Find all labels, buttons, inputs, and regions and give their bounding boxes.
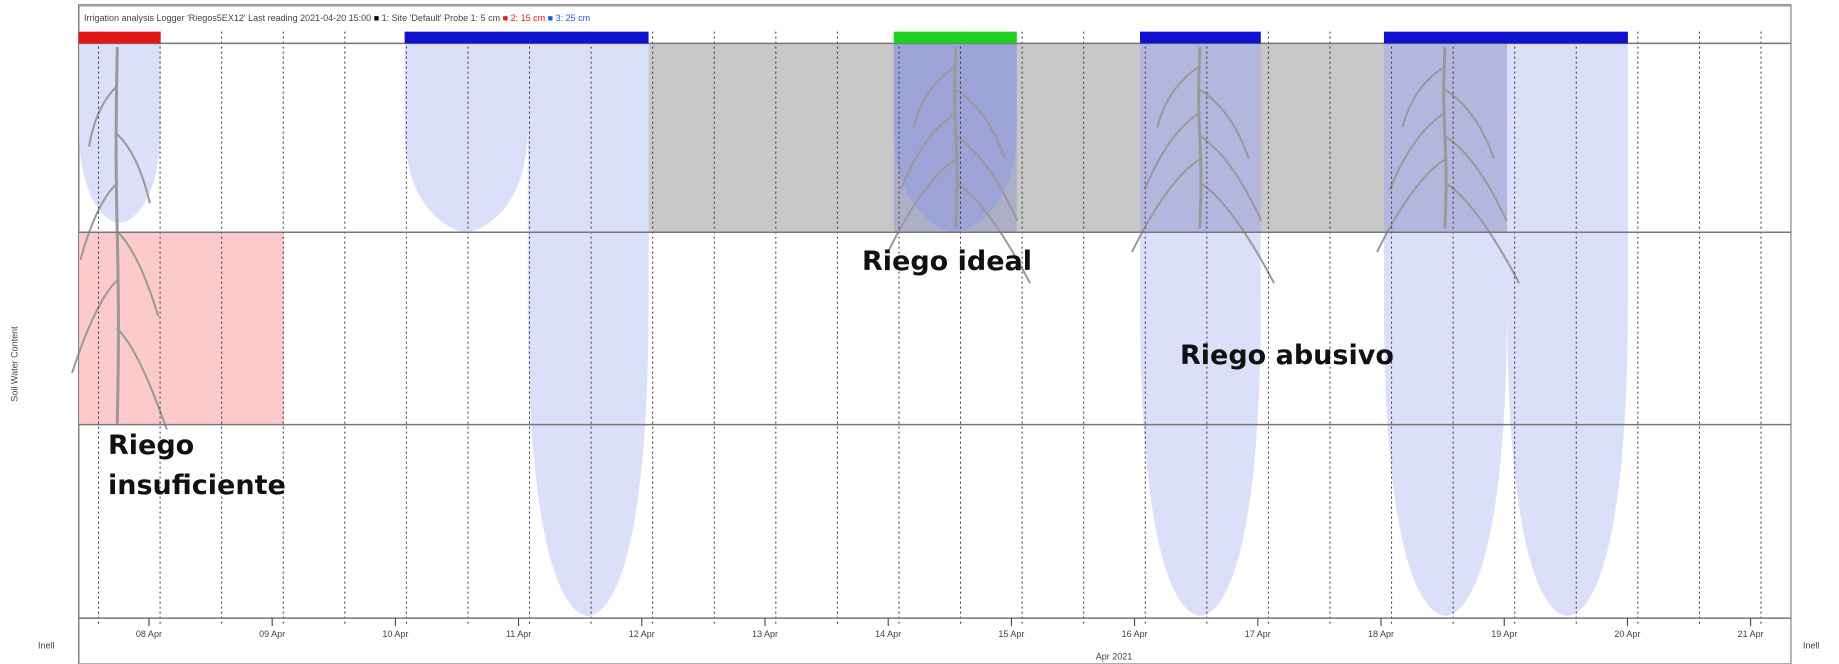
x-tick-label: 18 Apr — [1368, 629, 1394, 639]
x-tick-label: 09 Apr — [259, 629, 285, 639]
deficit-zone — [79, 232, 284, 424]
x-tick-label: 10 Apr — [382, 629, 408, 639]
header-text: Irrigation analysis — [84, 13, 155, 23]
x-tick-label: 17 Apr — [1245, 629, 1271, 639]
x-tick-label: 12 Apr — [629, 629, 655, 639]
header-text: Probe 1: 5 cm — [444, 13, 500, 23]
x-tick-label: 13 Apr — [752, 629, 778, 639]
header-text: 1: Site 'Default' — [382, 13, 442, 23]
annotation: Riego ideal — [862, 242, 1032, 282]
page: Irrigation analysis Logger 'Riegos5EX12'… — [0, 0, 1839, 664]
gray-zone — [649, 43, 1508, 232]
status-bar — [1384, 32, 1628, 44]
y-axis-label: Soil Water Content — [9, 326, 19, 402]
status-bar — [79, 32, 161, 44]
x-axis-title: Apr 2021 — [1096, 651, 1133, 661]
header-text: 3: 25 cm — [556, 13, 591, 23]
status-bar — [405, 32, 649, 44]
x-tick-label: 14 Apr — [875, 629, 901, 639]
status-bar — [894, 32, 1017, 44]
x-tick-label: 19 Apr — [1491, 629, 1517, 639]
x-tick-label: 16 Apr — [1122, 629, 1148, 639]
corner-label: Inell — [38, 640, 55, 650]
water-lobe — [1507, 43, 1628, 615]
x-tick-label: 11 Apr — [506, 629, 531, 639]
x-tick-label: 15 Apr — [998, 629, 1024, 639]
annotation: Riego abusivo — [1180, 336, 1394, 376]
chart-header: Irrigation analysis Logger 'Riegos5EX12'… — [84, 13, 590, 23]
status-bar — [1140, 32, 1261, 44]
water-lobe — [528, 43, 649, 615]
legend-swatch: ■ — [503, 13, 511, 23]
chart: Irrigation analysis Logger 'Riegos5EX12'… — [0, 0, 1839, 664]
annotation: Riego insuficiente — [108, 426, 288, 506]
header-text: Last reading 2021-04-20 15:00 — [248, 13, 371, 23]
legend-swatch: ■ — [374, 13, 382, 23]
legend-swatch: ■ — [548, 13, 556, 23]
x-tick-label: 21 Apr — [1738, 629, 1764, 639]
x-tick-label: 08 Apr — [136, 629, 162, 639]
header-text: Logger 'Riegos5EX12' — [157, 13, 246, 23]
corner-label: Inell — [1803, 640, 1820, 650]
header-text: 2: 15 cm — [511, 13, 546, 23]
x-tick-label: 20 Apr — [1614, 629, 1640, 639]
